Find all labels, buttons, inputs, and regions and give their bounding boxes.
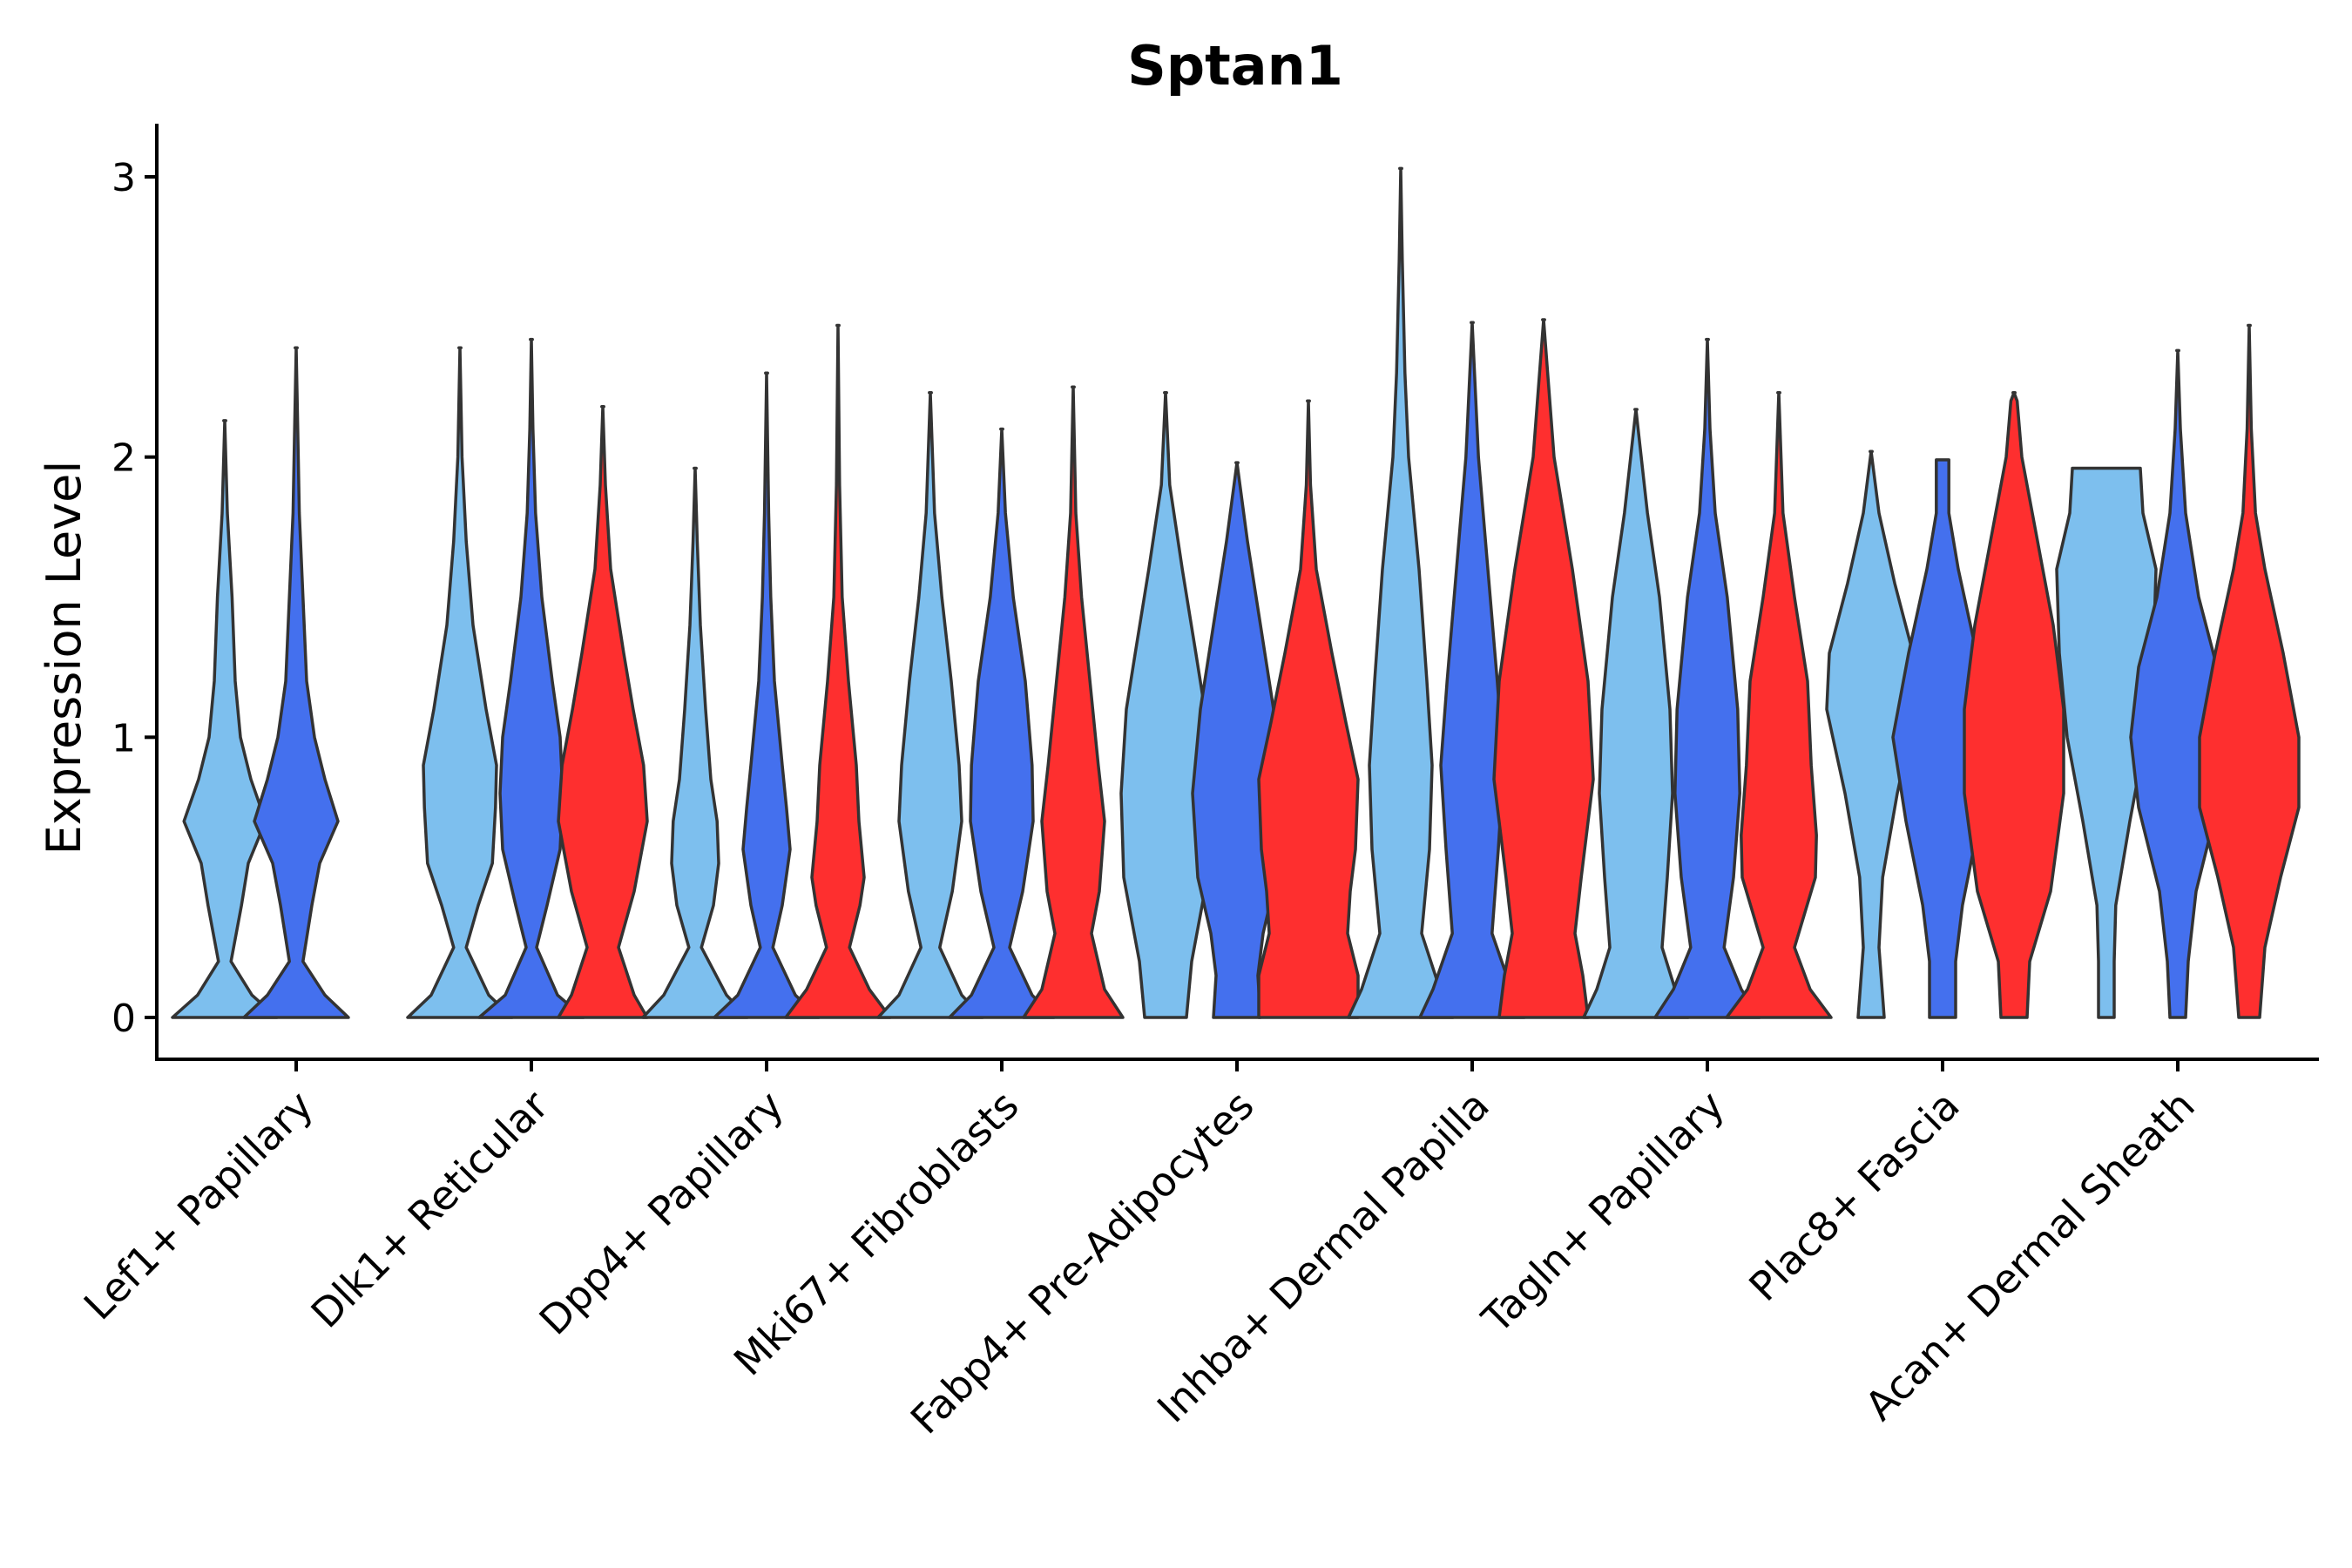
x-tick-label: Plac8+ Fascia (1740, 1082, 1968, 1310)
y-tick-label: 1 (112, 716, 136, 760)
violin-8-3 (1963, 390, 2065, 1019)
violin-6-3 (1492, 318, 1595, 1019)
violin-7-3 (1725, 390, 1833, 1019)
violin-5-1 (1119, 390, 1212, 1019)
y-axis-title: Expression Level (37, 461, 91, 855)
violin-4-2 (948, 427, 1056, 1019)
violin-6-2 (1418, 321, 1526, 1019)
violin-4-1 (876, 390, 984, 1019)
y-axis-ticks: 0 1 2 3 (112, 156, 157, 1041)
y-tick-label: 3 (112, 156, 136, 200)
violin-5-3 (1257, 399, 1360, 1019)
violin-3-1 (641, 466, 749, 1019)
violin-4-3 (1022, 385, 1125, 1019)
x-tick-label: Dlk1+ Reticular (302, 1082, 558, 1337)
chart-title: Sptan1 (1127, 34, 1343, 98)
violin-1-2 (242, 346, 350, 1019)
x-tick-label: Dpp4+ Papillary (531, 1082, 793, 1344)
violin-layer (171, 166, 2301, 1019)
violin-1-1 (171, 419, 279, 1019)
violin-2-3 (557, 405, 649, 1019)
violin-6-1 (1347, 166, 1455, 1019)
violin-3-3 (784, 323, 892, 1019)
violin-2-1 (406, 346, 514, 1019)
violin-7-1 (1582, 408, 1690, 1019)
violin-2-2 (477, 337, 585, 1019)
violin-7-2 (1653, 337, 1761, 1019)
violin-9-3 (2198, 323, 2301, 1019)
violin-9-1 (2055, 466, 2158, 1019)
violin-3-2 (713, 371, 821, 1019)
violin-8-1 (1825, 449, 1917, 1019)
y-tick-label: 0 (112, 997, 136, 1041)
y-tick-label: 2 (112, 436, 136, 481)
x-tick-label: Tagln+ Papillary (1472, 1082, 1734, 1343)
x-tick-label: Lef1+ Papillary (75, 1082, 322, 1329)
